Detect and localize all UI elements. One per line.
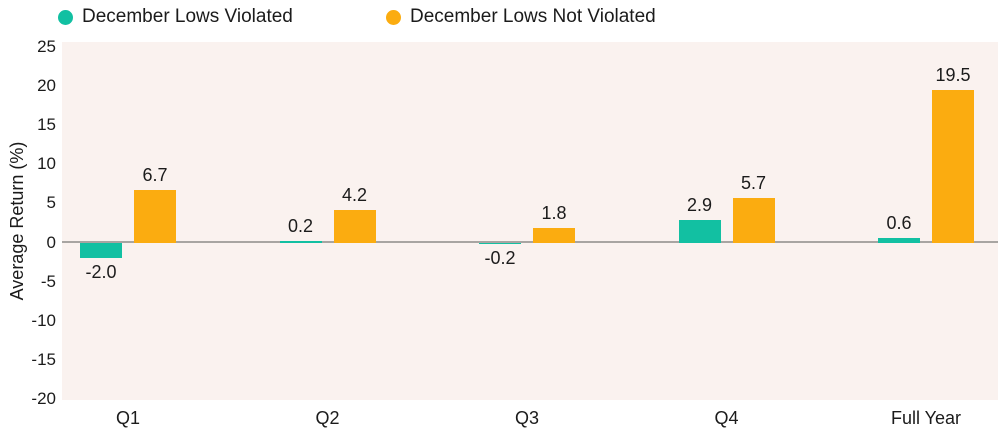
value-label-full-year-december-lows-violated: 0.6 <box>886 212 912 233</box>
value-label-q4-december-lows-not-violated: 5.7 <box>740 172 767 193</box>
bar-q2-december-lows-not-violated <box>333 209 376 243</box>
zero-axis-line <box>62 241 998 243</box>
x-tick-label-full-year: Full Year <box>890 408 962 428</box>
x-tick-label-q3: Q3 <box>514 408 539 428</box>
bar-full-year-december-lows-violated <box>878 237 920 243</box>
y-tick-label-10: 10 <box>37 154 56 174</box>
y-tick-label--15: -15 <box>31 349 56 369</box>
legend-label-violated: December Lows Violated <box>82 6 293 27</box>
y-tick-label-25: 25 <box>37 36 56 56</box>
legend-item-violated: December Lows Violated <box>58 5 293 29</box>
bar-q2-december-lows-violated <box>279 240 322 243</box>
value-label-q1-december-lows-violated: -2.0 <box>85 262 117 283</box>
value-label-q1-december-lows-not-violated: 6.7 <box>142 165 168 186</box>
x-tick-label-q2: Q2 <box>315 408 340 428</box>
bar-q4-december-lows-violated <box>678 219 721 243</box>
x-tick-label-q1: Q1 <box>115 408 140 428</box>
legend-marker-violated-icon <box>58 9 73 25</box>
y-tick-label-20: 20 <box>37 75 56 95</box>
bar-q3-december-lows-not-violated <box>533 228 575 243</box>
bar-q4-december-lows-not-violated <box>732 197 775 243</box>
bar-q1-december-lows-not-violated <box>134 190 176 243</box>
x-tick-label-q4: Q4 <box>714 408 739 428</box>
legend-item-not-violated: December Lows Not Violated <box>386 5 656 29</box>
y-tick-label--5: -5 <box>40 271 56 291</box>
value-label-full-year-december-lows-not-violated: 19.5 <box>935 64 971 85</box>
bar-full-year-december-lows-not-violated <box>932 89 974 243</box>
y-tick-label--20: -20 <box>31 389 56 409</box>
y-tick-label-5: 5 <box>46 193 56 213</box>
legend-marker-not-violated-icon <box>386 9 401 25</box>
value-label-q2-december-lows-violated: 0.2 <box>287 215 314 236</box>
y-tick-label-15: 15 <box>37 115 56 135</box>
bar-q1-december-lows-violated <box>80 242 122 259</box>
legend-label-not-violated: December Lows Not Violated <box>410 6 656 27</box>
plot-area <box>62 42 998 400</box>
value-label-q3-december-lows-violated: -0.2 <box>484 248 516 269</box>
bar-q3-december-lows-violated <box>479 242 521 245</box>
y-tick-label--10: -10 <box>31 310 56 330</box>
value-label-q4-december-lows-violated: 2.9 <box>686 194 713 215</box>
value-label-q3-december-lows-not-violated: 1.8 <box>541 203 567 224</box>
value-label-q2-december-lows-not-violated: 4.2 <box>341 184 368 205</box>
y-tick-label-0: 0 <box>46 232 56 252</box>
